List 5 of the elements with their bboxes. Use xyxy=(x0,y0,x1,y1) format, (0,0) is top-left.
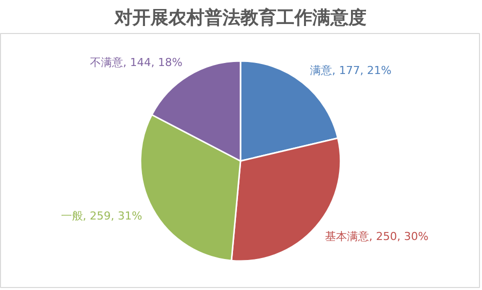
slice-label: 满意, 177, 21% xyxy=(310,64,392,78)
slice-label: 一般, 259, 31% xyxy=(60,210,142,223)
slice-label: 基本满意, 250, 30% xyxy=(325,230,428,244)
slice-label: 不满意, 144, 18% xyxy=(90,56,182,70)
chart-title: 对开展农村普法教育工作满意度 xyxy=(114,6,366,28)
